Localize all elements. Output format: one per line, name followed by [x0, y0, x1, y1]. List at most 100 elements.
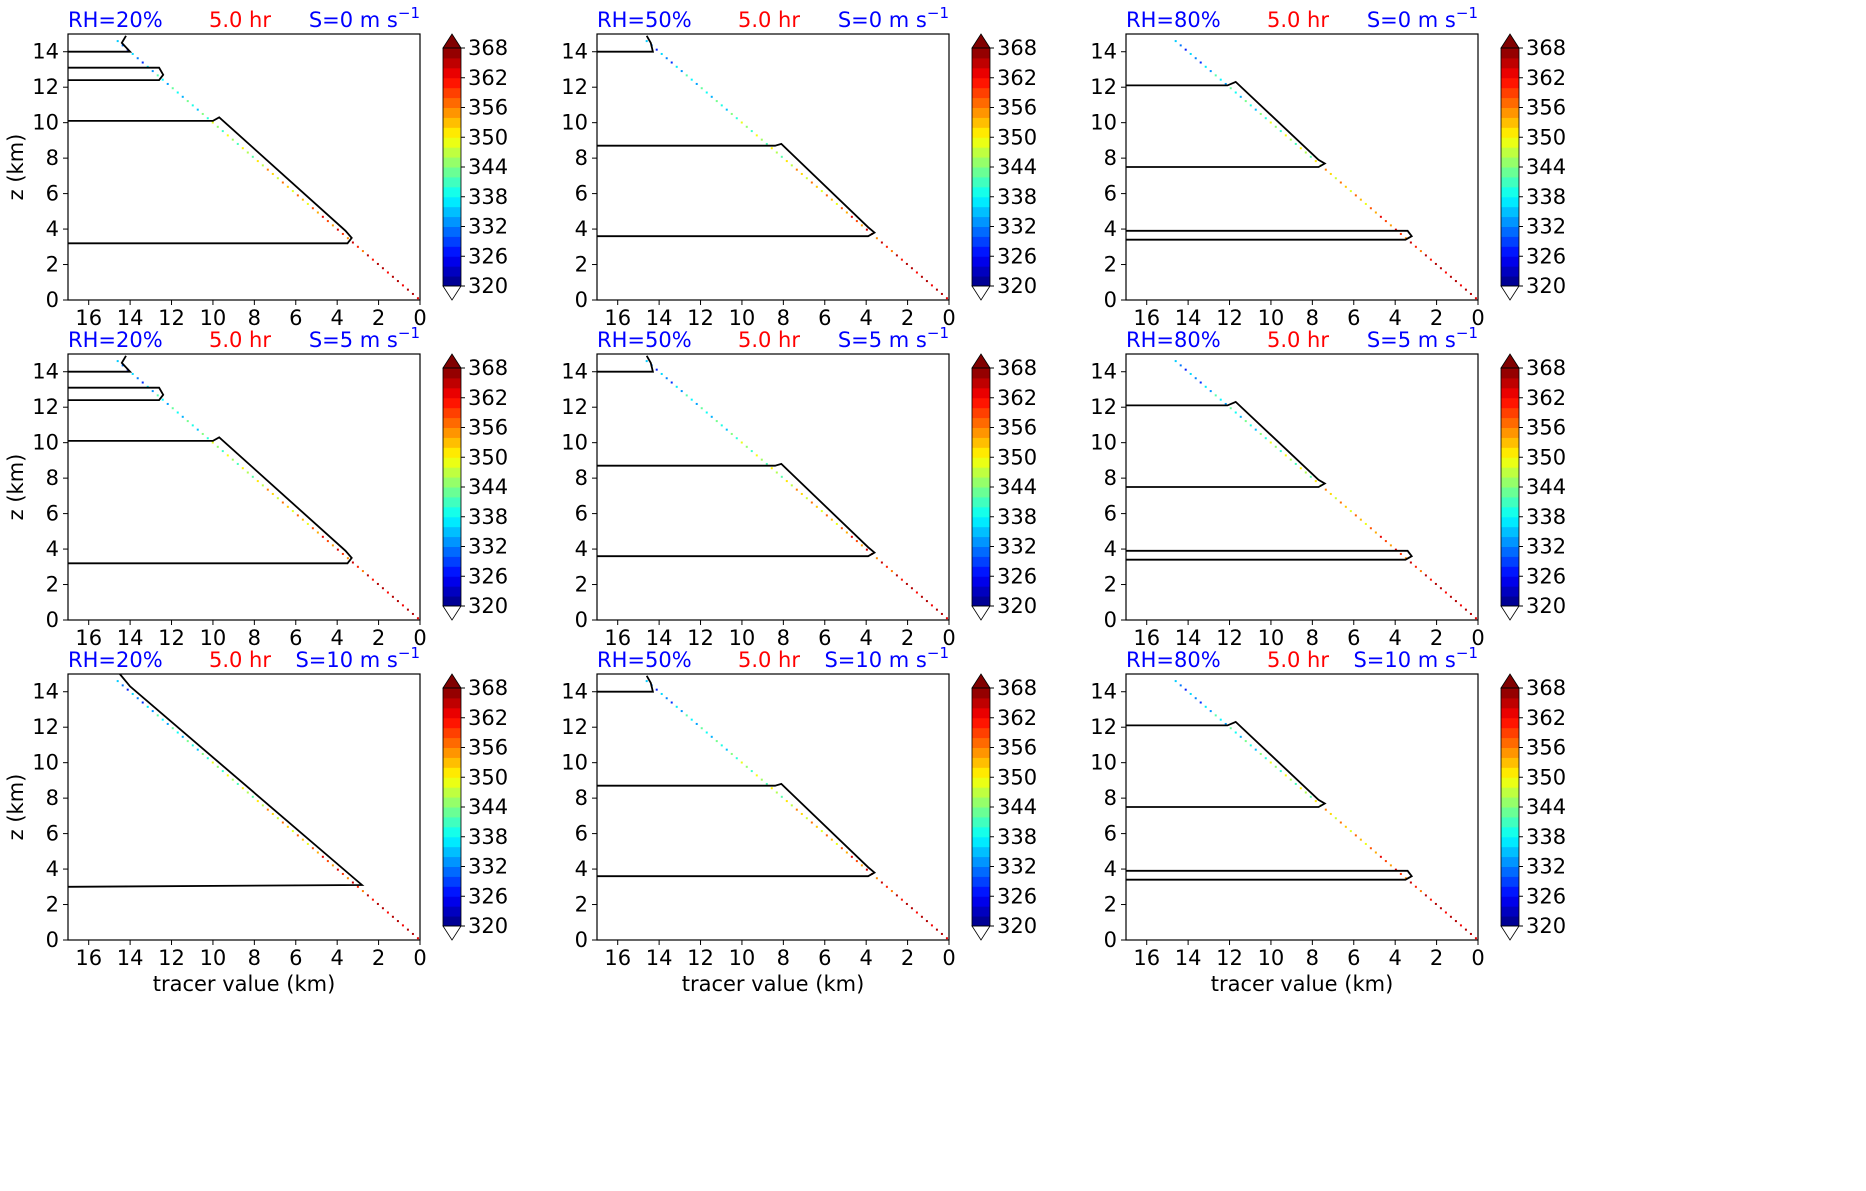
colorbar-segment [1501, 107, 1519, 118]
tracer-point [690, 718, 693, 721]
colorbar-tick-label: 356 [1526, 96, 1566, 120]
x-tick-label: 6 [818, 306, 831, 330]
colorbar-max-extend [971, 673, 991, 689]
x-tick-label: 10 [1258, 946, 1285, 970]
tracer-point [221, 450, 224, 453]
tracer-point [311, 207, 314, 210]
colorbar-min-extend [442, 925, 462, 941]
tracer-point [356, 245, 359, 248]
y-tick-label: 4 [1104, 537, 1117, 561]
colorbar-segment [972, 866, 990, 877]
tracer-point [1434, 902, 1437, 905]
tracer-point [890, 250, 893, 253]
tracer-point [326, 540, 329, 543]
colorbar-segment [1501, 856, 1519, 867]
tracer-point [1284, 134, 1287, 137]
tracer-point [865, 868, 868, 871]
colorbar-tick-label: 326 [468, 564, 508, 588]
y-tick-label: 14 [1090, 360, 1117, 384]
colorbar-segment [972, 127, 990, 138]
time-label: 5.0 hr [1267, 8, 1329, 32]
tracer-point [1344, 825, 1347, 828]
y-tick-label: 2 [575, 893, 588, 917]
tracer-point [226, 454, 229, 457]
colorbar-segment [1501, 737, 1519, 748]
tracer-point [1334, 177, 1337, 180]
time-label: 5.0 hr [1267, 328, 1329, 352]
x-tick-label: 12 [158, 946, 185, 970]
tracer-point [1469, 292, 1472, 295]
y-tick-label: 8 [1104, 146, 1117, 170]
colorbar: 320 326 332 338 344 350 356 362 368 [971, 33, 1037, 301]
tracer-point [396, 920, 399, 923]
tracer-point [675, 705, 678, 708]
tracer-point [1454, 280, 1457, 283]
tracer-point [321, 215, 324, 218]
colorbar-segment [1501, 767, 1519, 778]
x-tick-label: 2 [901, 306, 914, 330]
tracer-point [251, 475, 254, 478]
tracer-point [391, 915, 394, 918]
colorbar-segment [443, 906, 461, 917]
colorbar-segment [443, 826, 461, 838]
tracer-point [1359, 518, 1362, 521]
tracer-point [725, 428, 728, 431]
colorbar-segment [972, 916, 990, 927]
tracer-point [1454, 600, 1457, 603]
tracer-point [1234, 731, 1237, 734]
colorbar-segment [1501, 906, 1519, 917]
colorbar-segment [972, 176, 990, 188]
x-tick-label: 16 [75, 946, 102, 970]
tracer-point [730, 432, 733, 435]
colorbar-segment [1501, 566, 1519, 577]
tracer-point [790, 164, 793, 167]
colorbar-segment [1501, 727, 1519, 739]
tracer-point [181, 415, 184, 418]
tracer-point [660, 52, 663, 55]
tracer-point [416, 937, 419, 940]
tracer-point [705, 411, 708, 414]
tracer-point [1369, 847, 1372, 850]
colorbar-segment [972, 747, 990, 758]
y-tick-label: 14 [1090, 680, 1117, 704]
colorbar-min-extend [442, 285, 462, 301]
colorbar-segment [443, 576, 461, 587]
tracer-point [855, 860, 858, 863]
colorbar-tick-label: 356 [468, 416, 508, 440]
colorbar-segment [443, 777, 461, 788]
tracer-point [1464, 608, 1467, 611]
y-tick-label: 0 [1104, 608, 1117, 632]
colorbar-min-extend [1500, 605, 1520, 621]
tracer-point [1389, 864, 1392, 867]
tracer-point [935, 288, 938, 291]
tracer-point [1304, 151, 1307, 154]
colorbar-segment [1501, 506, 1519, 518]
x-tick-label: 16 [75, 626, 102, 650]
tracer-point [1389, 544, 1392, 547]
tracer-point [830, 518, 833, 521]
tracer-point [1404, 877, 1407, 880]
y-axis-label: z (km) [4, 134, 28, 201]
tracer-point [730, 112, 733, 115]
colorbar-segment [1501, 496, 1519, 508]
colorbar-tick-label: 368 [997, 36, 1037, 60]
tracer-point [675, 65, 678, 68]
tracer-point [321, 855, 324, 858]
rh-label: RH=20% [68, 8, 163, 32]
tracer-point [1259, 432, 1262, 435]
tracer-point [815, 825, 818, 828]
colorbar-segment [972, 487, 990, 498]
colorbar-segment [443, 186, 461, 198]
y-tick-label: 12 [1090, 75, 1117, 99]
colorbar-segment [443, 407, 461, 419]
tracer-point [221, 770, 224, 773]
x-tick-label: 12 [158, 306, 185, 330]
colorbar-segment [1501, 467, 1519, 478]
y-tick-label: 12 [32, 395, 59, 419]
colorbar-segment [1501, 77, 1519, 89]
colorbar-segment [443, 127, 461, 138]
colorbar-tick-label: 326 [997, 564, 1037, 588]
tracer-point [645, 680, 648, 683]
colorbar-max-extend [442, 353, 462, 369]
tracer-point [900, 258, 903, 261]
